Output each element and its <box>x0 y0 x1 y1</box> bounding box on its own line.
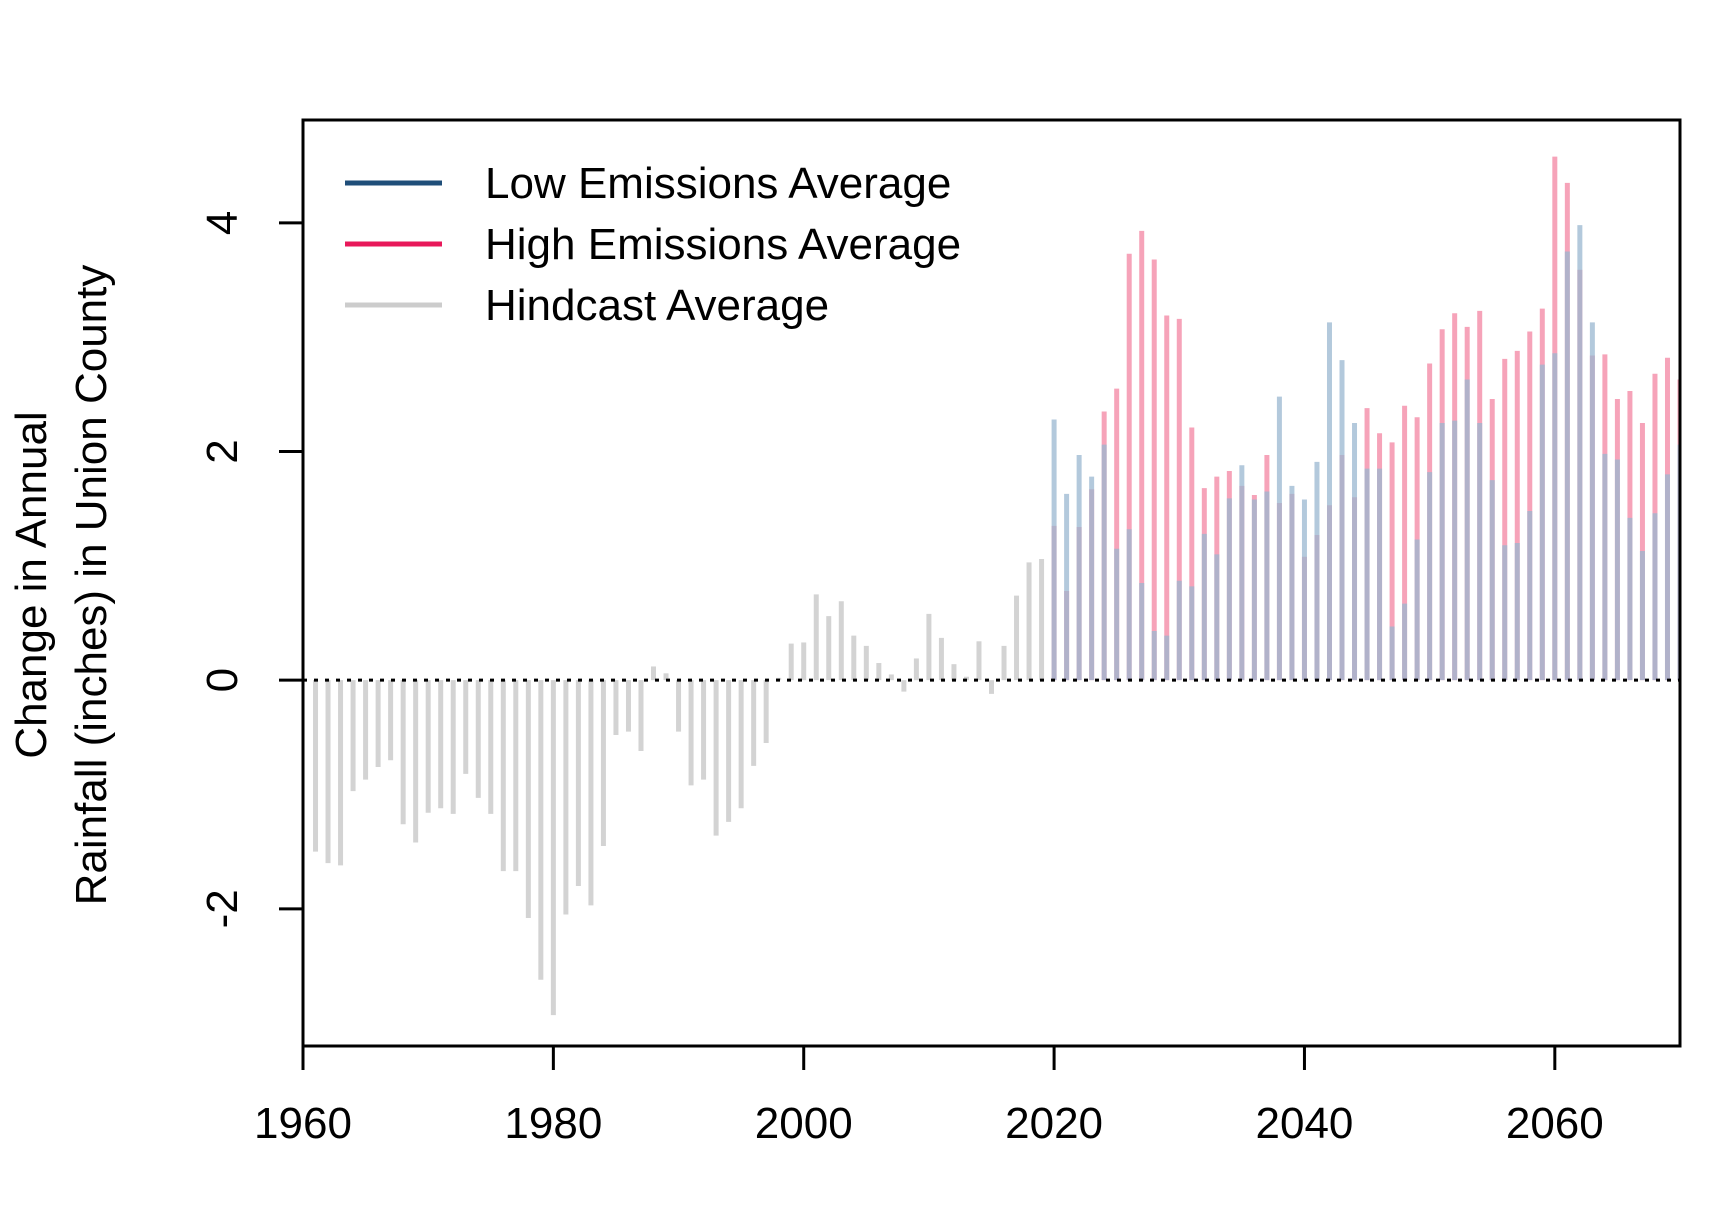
y-tick-label-2: 2 <box>198 439 247 463</box>
x-tick-label-1980: 1980 <box>504 1099 602 1148</box>
y-tick-label-0: 0 <box>198 668 247 692</box>
x-tick-label-2040: 2040 <box>1256 1099 1354 1148</box>
bar-group <box>313 156 1680 1016</box>
bars-layer <box>313 156 1680 1016</box>
x-tick-label-2020: 2020 <box>1005 1099 1103 1148</box>
y-axis-label: Change in Annual Rainfall (inches) in Un… <box>7 265 116 906</box>
y-axis: -2 0 2 4 <box>198 211 303 928</box>
x-axis: 1960 1980 2000 2020 2040 2060 <box>254 1044 1604 1148</box>
y-axis-label-line2: Rainfall (inches) in Union County <box>67 265 116 906</box>
legend-label-hindcast-average: Hindcast Average <box>485 281 829 330</box>
x-tick-label-2060: 2060 <box>1506 1099 1604 1148</box>
legend: Low Emissions Average High Emissions Aver… <box>345 159 961 330</box>
y-tick-label-4: 4 <box>198 211 247 235</box>
y-axis-label-line1: Change in Annual <box>7 411 56 758</box>
legend-label-low-emissions-average: Low Emissions Average <box>485 159 951 208</box>
x-tick-label-2000: 2000 <box>755 1099 853 1148</box>
x-tick-label-1960: 1960 <box>254 1099 352 1148</box>
legend-label-high-emissions-average: High Emissions Average <box>485 220 961 269</box>
y-tick-label--2: -2 <box>198 889 247 928</box>
